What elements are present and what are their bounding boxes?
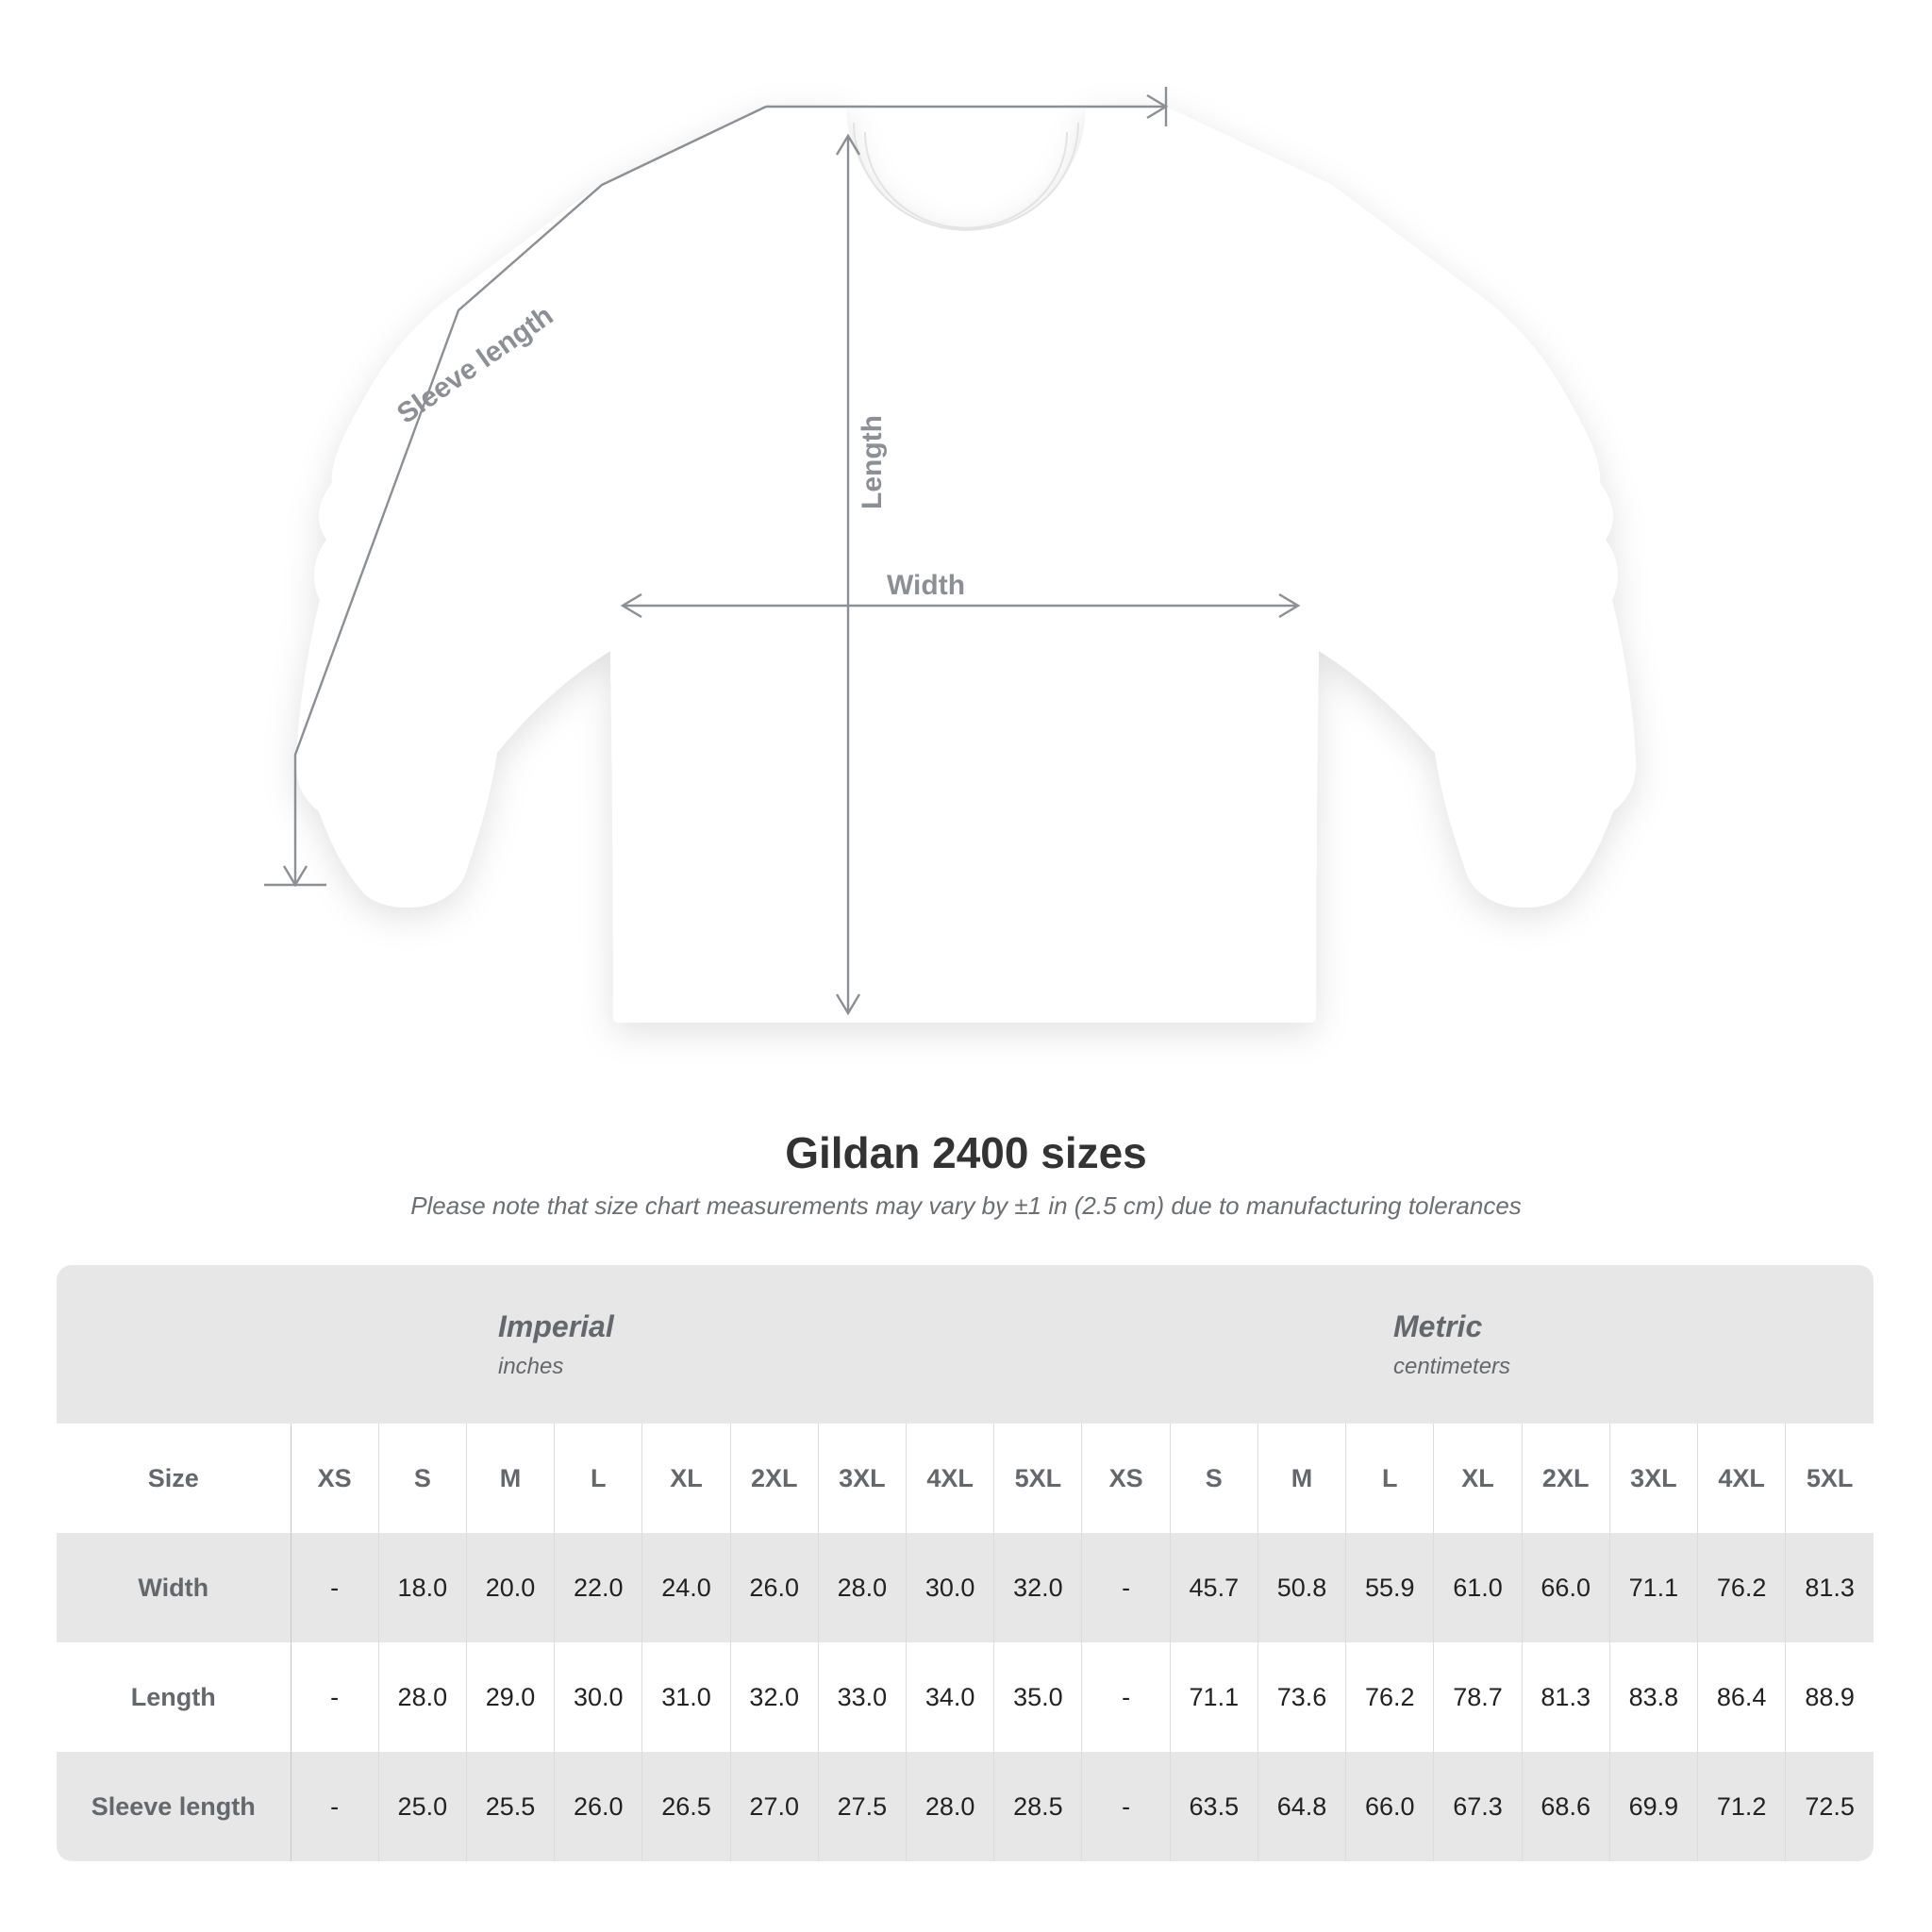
svg-text:Length: Length	[857, 415, 888, 509]
svg-text:Width: Width	[887, 570, 965, 601]
